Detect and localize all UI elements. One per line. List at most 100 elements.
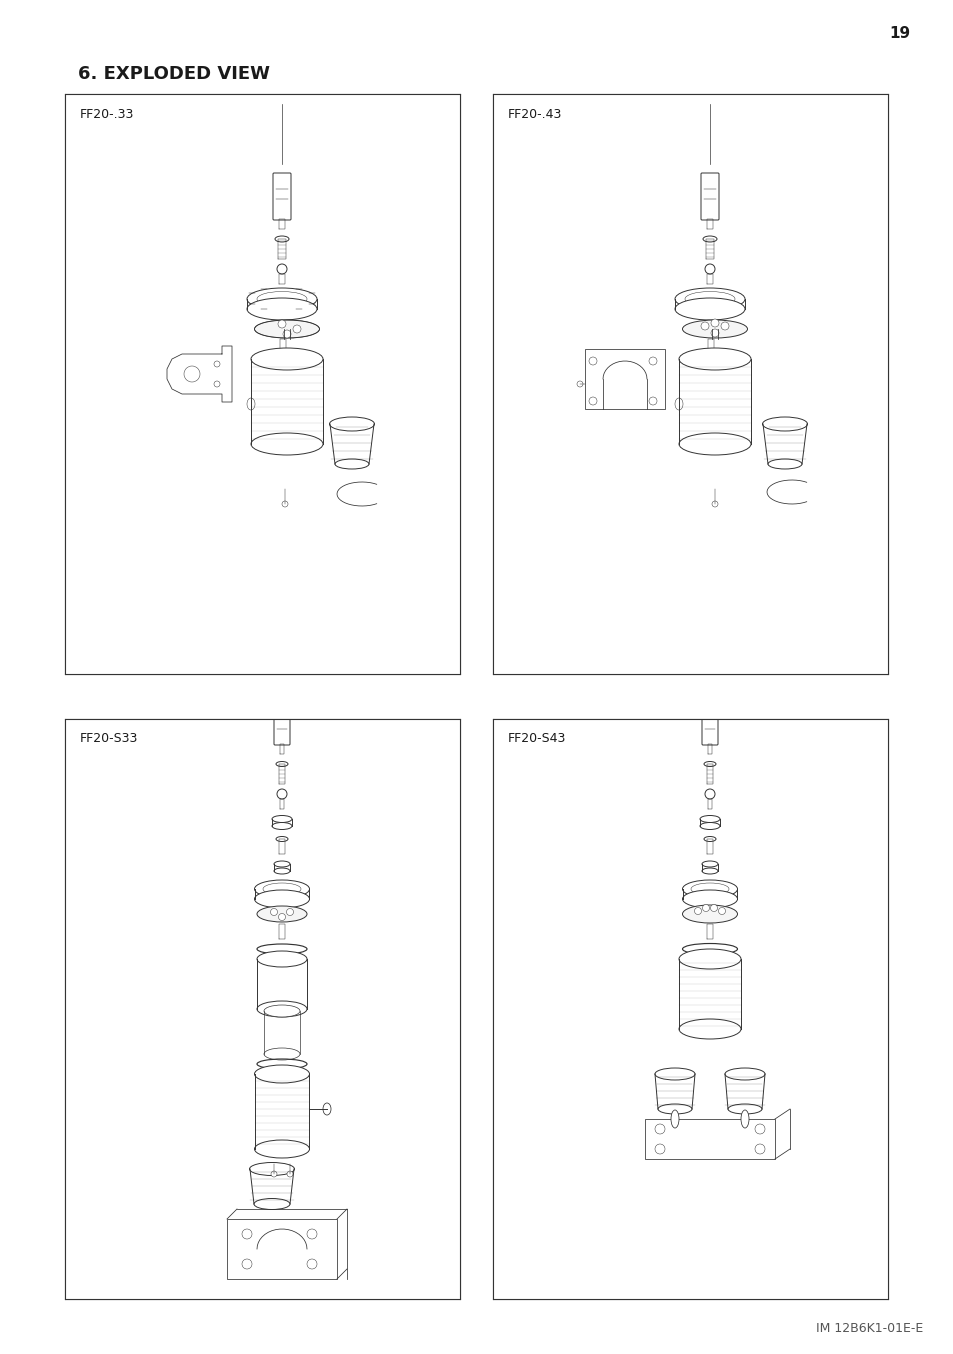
Ellipse shape — [675, 288, 744, 310]
Circle shape — [710, 320, 719, 328]
Circle shape — [655, 1124, 664, 1135]
Ellipse shape — [679, 348, 750, 370]
Ellipse shape — [264, 1048, 299, 1060]
Ellipse shape — [247, 288, 316, 310]
Text: 6. EXPLODED VIEW: 6. EXPLODED VIEW — [78, 65, 270, 83]
Ellipse shape — [247, 398, 254, 410]
Ellipse shape — [724, 1068, 764, 1080]
Ellipse shape — [700, 815, 720, 822]
FancyBboxPatch shape — [273, 173, 291, 219]
Ellipse shape — [335, 459, 369, 468]
Ellipse shape — [702, 236, 717, 242]
Circle shape — [287, 1171, 293, 1177]
Bar — [65, 93, 459, 674]
Ellipse shape — [275, 761, 288, 766]
Circle shape — [277, 320, 286, 328]
Circle shape — [710, 904, 717, 911]
Circle shape — [648, 397, 657, 405]
Circle shape — [720, 322, 728, 330]
Bar — [280, 338, 286, 353]
Circle shape — [242, 1259, 252, 1269]
Ellipse shape — [274, 236, 289, 242]
Bar — [584, 349, 664, 409]
Circle shape — [282, 501, 288, 506]
Text: IM 12B6K1-01E-E: IM 12B6K1-01E-E — [816, 1323, 923, 1335]
Ellipse shape — [251, 348, 323, 370]
Ellipse shape — [263, 883, 301, 895]
Ellipse shape — [761, 417, 806, 431]
Circle shape — [278, 914, 285, 921]
Circle shape — [588, 357, 597, 366]
Bar — [707, 338, 713, 353]
Ellipse shape — [254, 1140, 309, 1158]
Circle shape — [704, 789, 714, 799]
Circle shape — [276, 264, 287, 274]
Circle shape — [701, 904, 709, 911]
Ellipse shape — [700, 822, 720, 830]
Circle shape — [184, 366, 200, 382]
Circle shape — [655, 1144, 664, 1154]
Ellipse shape — [256, 291, 307, 306]
Circle shape — [271, 1171, 276, 1177]
Circle shape — [704, 264, 714, 274]
Text: FF20-.33: FF20-.33 — [80, 107, 134, 121]
Ellipse shape — [254, 890, 309, 909]
Ellipse shape — [329, 417, 375, 431]
Circle shape — [293, 325, 301, 333]
Circle shape — [754, 1124, 764, 1135]
Ellipse shape — [679, 433, 750, 455]
Ellipse shape — [251, 433, 323, 455]
Ellipse shape — [275, 837, 288, 841]
Ellipse shape — [264, 1005, 299, 1017]
Circle shape — [213, 362, 220, 367]
Ellipse shape — [274, 868, 290, 873]
Text: FF20-S33: FF20-S33 — [80, 733, 138, 746]
Text: FF20-S43: FF20-S43 — [507, 733, 566, 746]
Bar — [493, 719, 887, 1298]
Circle shape — [694, 907, 700, 914]
FancyBboxPatch shape — [701, 705, 718, 745]
Ellipse shape — [681, 904, 737, 923]
Ellipse shape — [701, 868, 718, 873]
Ellipse shape — [740, 1110, 748, 1128]
Ellipse shape — [250, 1163, 294, 1175]
Text: FF20-.33: FF20-.33 — [80, 107, 134, 121]
Text: 19: 19 — [888, 27, 909, 42]
Circle shape — [700, 322, 708, 330]
Ellipse shape — [247, 298, 316, 320]
Ellipse shape — [254, 320, 319, 338]
Text: FF20-S33: FF20-S33 — [80, 733, 138, 746]
Circle shape — [213, 380, 220, 387]
Ellipse shape — [274, 861, 290, 867]
Ellipse shape — [670, 1110, 679, 1128]
Text: FF20-S43: FF20-S43 — [507, 733, 566, 746]
Circle shape — [271, 909, 277, 915]
Ellipse shape — [681, 890, 737, 909]
Circle shape — [276, 789, 287, 799]
Ellipse shape — [681, 320, 747, 338]
Circle shape — [718, 907, 724, 914]
Circle shape — [307, 1229, 316, 1239]
FancyBboxPatch shape — [700, 173, 719, 219]
Circle shape — [283, 330, 291, 338]
Circle shape — [242, 1229, 252, 1239]
Bar — [644, 1118, 774, 1159]
Circle shape — [711, 501, 718, 506]
Ellipse shape — [658, 1104, 691, 1114]
Circle shape — [754, 1144, 764, 1154]
Circle shape — [648, 357, 657, 366]
Ellipse shape — [701, 861, 718, 867]
Ellipse shape — [254, 880, 309, 898]
Ellipse shape — [256, 951, 307, 967]
Ellipse shape — [679, 949, 740, 969]
Ellipse shape — [679, 1020, 740, 1039]
Ellipse shape — [272, 815, 292, 822]
Bar — [65, 719, 459, 1298]
Ellipse shape — [703, 761, 716, 766]
Ellipse shape — [675, 398, 682, 410]
Circle shape — [307, 1259, 316, 1269]
Text: FF20-.43: FF20-.43 — [507, 107, 561, 121]
Ellipse shape — [675, 298, 744, 320]
Text: FF20-.43: FF20-.43 — [507, 107, 561, 121]
Ellipse shape — [655, 1068, 695, 1080]
